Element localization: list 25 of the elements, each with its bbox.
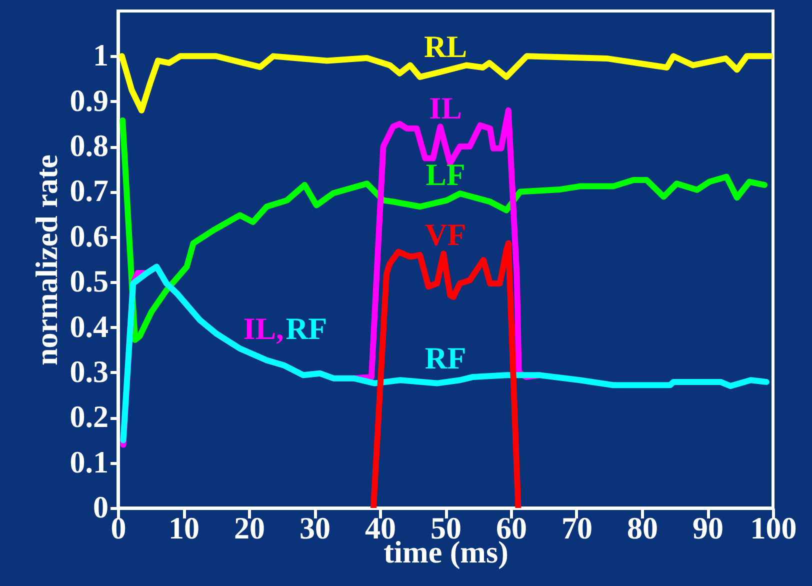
y-axis-title: normalized rate: [28, 154, 64, 366]
y-tick-label: 0.6: [70, 218, 108, 254]
y-tick-label: 0.9: [70, 82, 108, 118]
y-tick-label: 0.8: [70, 128, 108, 164]
series-label: RL: [424, 28, 468, 64]
x-tick-label: 100: [750, 510, 797, 546]
y-tick-label: 0.4: [70, 308, 108, 344]
series-label: VF: [424, 217, 466, 252]
series-label: IL: [429, 90, 462, 126]
x-tick-label: 90: [692, 510, 724, 546]
y-tick-label: 0.5: [70, 264, 108, 299]
x-tick-label: 80: [627, 510, 658, 546]
y-tick-label: 1: [93, 38, 108, 73]
y-tick-label: 0.1: [70, 444, 108, 480]
series-label: LF: [426, 157, 466, 192]
x-tick-label: 70: [562, 510, 592, 546]
x-tick-label: 30: [300, 510, 330, 546]
y-tick-label: 0.3: [70, 354, 108, 389]
y-tick-label: 0.7: [70, 173, 108, 208]
series-label: RF: [424, 340, 466, 376]
text: IL,: [243, 310, 284, 346]
y-tick-label: 0.2: [70, 399, 108, 434]
text: RF: [286, 310, 328, 346]
x-tick-label: 20: [234, 510, 265, 546]
x-tick-label: 10: [168, 510, 200, 546]
